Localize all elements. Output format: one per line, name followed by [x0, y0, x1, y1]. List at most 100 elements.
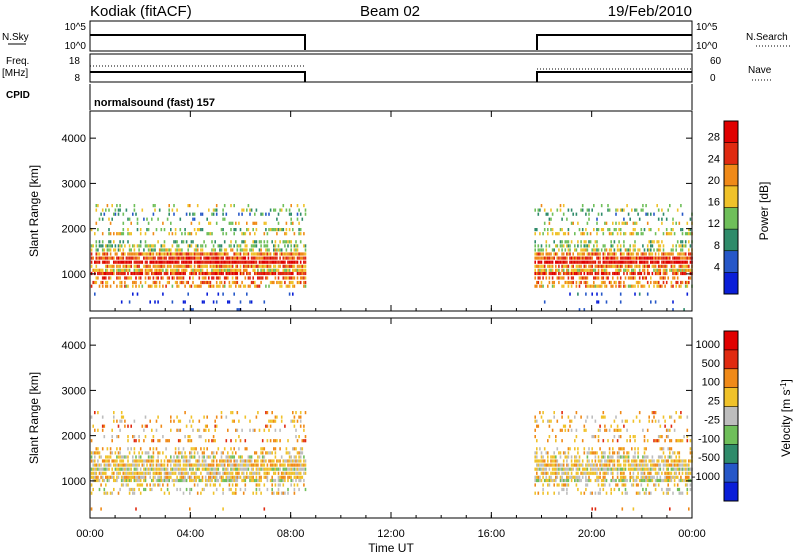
range-gate-cell: [634, 478, 636, 483]
range-gate-cell: [284, 260, 286, 264]
range-gate-cell: [209, 467, 212, 471]
range-gate-cell: [629, 284, 631, 288]
range-gate-cell: [650, 260, 652, 264]
range-gate-cell: [136, 264, 139, 268]
range-gate-cell: [550, 475, 552, 479]
range-gate-cell: [170, 419, 172, 423]
range-gate-cell: [284, 475, 286, 479]
range-gate-cell: [268, 284, 270, 288]
range-gate-cell: [266, 478, 269, 483]
range-gate-cell: [684, 240, 687, 244]
range-gate-cell: [157, 463, 159, 467]
range-gate-cell: [201, 264, 204, 268]
range-gate-cell: [567, 252, 570, 256]
range-gate-cell: [230, 284, 232, 288]
range-gate-cell: [147, 228, 150, 232]
range-gate-cell: [662, 459, 665, 463]
range-gate-cell: [591, 248, 593, 252]
range-gate-cell: [574, 439, 576, 443]
range-gate-cell: [634, 260, 636, 264]
range-gate-cell: [638, 260, 641, 264]
range-gate-cell: [662, 212, 665, 216]
range-gate-cell: [258, 475, 261, 479]
range-gate-cell: [583, 256, 586, 260]
range-gate-cell: [261, 212, 264, 216]
range-gate-cell: [242, 240, 245, 244]
y-tick-label: 4000: [62, 133, 86, 145]
range-gate-cell: [141, 475, 144, 479]
range-gate-cell: [136, 268, 139, 272]
range-gate-cell: [125, 260, 128, 264]
range-gate-cell: [97, 271, 99, 276]
range-gate-cell: [166, 478, 169, 483]
range-gate-cell: [574, 478, 576, 483]
range-gate-cell: [686, 463, 689, 467]
range-gate-cell: [556, 483, 559, 487]
range-gate-cell: [277, 268, 280, 272]
range-gate-cell: [230, 221, 232, 225]
range-gate-cell: [230, 411, 232, 415]
range-gate-cell: [678, 487, 681, 492]
range-gate-cell: [558, 491, 560, 495]
range-gate-cell: [158, 467, 161, 471]
range-gate-cell: [158, 271, 161, 276]
range-gate-cell: [662, 268, 665, 272]
range-gate-cell: [290, 264, 292, 268]
range-gate-cell: [564, 256, 567, 260]
range-gate-cell: [208, 280, 210, 285]
range-gate-cell: [558, 271, 560, 276]
range-gate-cell: [296, 483, 299, 487]
range-gate-cell: [574, 271, 576, 276]
range-gate-cell: [279, 256, 281, 260]
range-gate-cell: [214, 428, 216, 432]
range-gate-cell: [604, 424, 606, 428]
range-gate-cell: [562, 212, 565, 216]
range-gate-cell: [547, 455, 549, 459]
range-gate-cell: [589, 471, 592, 475]
range-gate-cell: [179, 478, 182, 483]
range-gate-cell: [119, 204, 121, 208]
range-gate-cell: [285, 467, 288, 471]
range-gate-cell: [187, 248, 189, 252]
range-gate-cell: [534, 475, 536, 479]
range-gate-cell: [223, 268, 226, 272]
range-gate-cell: [168, 256, 170, 260]
range-gate-cell: [149, 459, 151, 463]
range-gate-cell: [299, 212, 302, 216]
range-gate-cell: [266, 268, 269, 272]
range-gate-cell: [594, 459, 597, 463]
range-gate-cell: [208, 439, 210, 443]
colorbar-swatch: [724, 142, 738, 165]
range-gate-cell: [566, 252, 568, 256]
range-gate-cell: [185, 455, 188, 459]
range-gate-cell: [139, 467, 142, 471]
range-gate-cell: [215, 415, 218, 419]
range-gate-cell: [225, 212, 228, 216]
range-gate-cell: [293, 252, 296, 256]
range-gate-cell: [542, 268, 544, 272]
range-gate-cell: [212, 471, 215, 475]
range-gate-cell: [626, 451, 628, 455]
range-gate-cell: [600, 463, 603, 467]
range-gate-cell: [627, 256, 630, 260]
range-gate-cell: [113, 240, 115, 244]
range-gate-cell: [547, 419, 549, 423]
range-gate-cell: [174, 463, 177, 467]
range-gate-cell: [223, 217, 226, 221]
range-gate-cell: [299, 228, 302, 232]
range-gate-cell: [184, 268, 186, 272]
range-gate-cell: [586, 208, 589, 212]
range-gate-cell: [189, 204, 191, 208]
range-gate-cell: [261, 459, 264, 463]
range-gate-cell: [539, 268, 541, 272]
range-gate-cell: [246, 248, 248, 252]
range-gate-cell: [261, 447, 264, 451]
range-gate-cell: [629, 276, 631, 280]
range-gate-cell: [95, 268, 98, 272]
range-gate-cell: [542, 475, 544, 479]
range-gate-cell: [252, 475, 254, 479]
range-gate-cell: [637, 467, 639, 471]
range-gate-cell: [661, 240, 663, 244]
range-gate-cell: [651, 244, 654, 248]
range-gate-cell: [90, 459, 93, 463]
